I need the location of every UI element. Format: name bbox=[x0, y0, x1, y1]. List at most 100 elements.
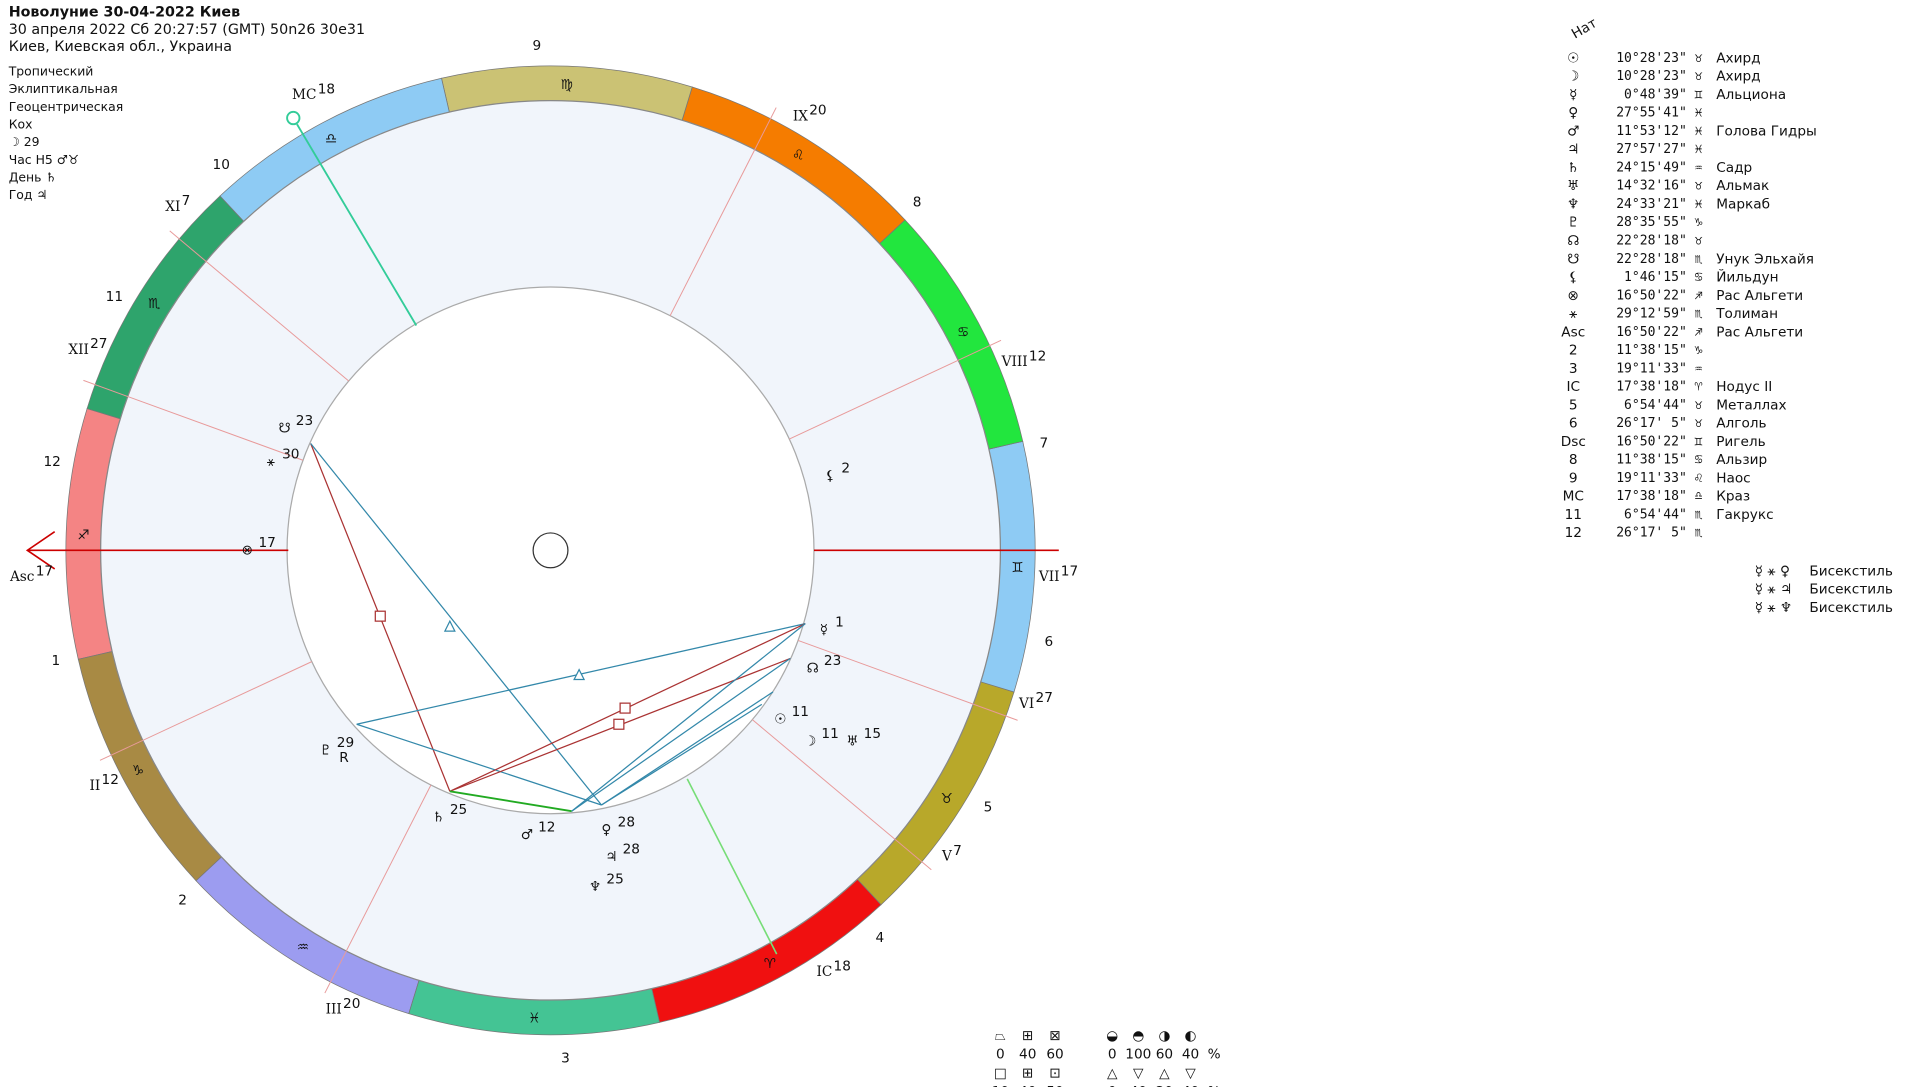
row-star: Садр bbox=[1716, 160, 1752, 176]
aspects bbox=[310, 443, 806, 813]
row-position: 16°50'22" ♊ bbox=[1616, 434, 1702, 449]
row-star: Наос bbox=[1716, 470, 1751, 486]
cusp-label: VI bbox=[1018, 696, 1034, 712]
sign-glyph: ♊ bbox=[1011, 560, 1023, 576]
row-star: Нодус II bbox=[1716, 379, 1772, 395]
row-glyph: ♃ bbox=[1567, 142, 1579, 158]
house-cusp bbox=[169, 230, 350, 382]
stat-cell: % bbox=[1208, 1084, 1221, 1087]
aspect-name: Бисекстиль bbox=[1809, 563, 1893, 579]
aspect-symbol bbox=[443, 619, 456, 632]
row-glyph: 6 bbox=[1569, 416, 1578, 432]
stat-cell: △ bbox=[1107, 1065, 1118, 1081]
stat-cell: % bbox=[1208, 1047, 1221, 1063]
table-title: Нат bbox=[1569, 15, 1600, 42]
row-glyph: Dsc bbox=[1561, 434, 1586, 450]
row-position: 11°53'12" ♓ bbox=[1616, 124, 1702, 139]
cusp-label: Asc bbox=[9, 569, 35, 585]
sign-glyph: ♋ bbox=[957, 324, 969, 340]
planet-glyph: ☽ bbox=[804, 734, 816, 750]
row-position: 29°12'59" ♏ bbox=[1616, 307, 1702, 322]
planet-glyph: ☊ bbox=[807, 660, 819, 676]
cusp-degree: 7 bbox=[182, 193, 191, 209]
cusp-label: XII bbox=[68, 342, 89, 358]
row-position: 16°50'22" ♐ bbox=[1616, 288, 1702, 303]
row-position: 17°38'18" ♎ bbox=[1616, 489, 1702, 504]
row-star: Рас Альгети bbox=[1716, 288, 1803, 304]
stat-cell: □ bbox=[994, 1065, 1007, 1081]
planet-degree: 29 bbox=[337, 735, 354, 751]
planet-degree: 23 bbox=[824, 653, 841, 669]
aspect-line bbox=[571, 657, 791, 812]
row-glyph: ☊ bbox=[1567, 233, 1579, 249]
earth bbox=[532, 532, 569, 569]
cusp-label: XI bbox=[165, 199, 180, 215]
planet-degree: 11 bbox=[821, 726, 838, 742]
stat-cell: 40 bbox=[1182, 1084, 1199, 1087]
row-glyph: ☽ bbox=[1567, 69, 1579, 85]
row-position: 24°15'49" ♒ bbox=[1616, 160, 1702, 175]
row-position: 0°48'39" ♊ bbox=[1624, 87, 1703, 102]
row-star: Альциона bbox=[1716, 87, 1786, 103]
row-position: 26°17' 5" ♉ bbox=[1616, 416, 1702, 431]
row-glyph: ⚹ bbox=[1569, 306, 1578, 322]
setting-line: Тропический bbox=[8, 64, 94, 79]
stat-cell: ⊞ bbox=[1022, 1065, 1033, 1081]
row-glyph: ♀ bbox=[1568, 105, 1578, 121]
row-glyph: ♅ bbox=[1567, 178, 1579, 194]
planet-degree: 11 bbox=[792, 704, 809, 720]
row-position: 6°54'44" ♏ bbox=[1624, 507, 1703, 522]
planet-degree: 2 bbox=[841, 460, 850, 476]
house-cusp bbox=[797, 639, 1018, 721]
planet-glyph: ♆ bbox=[589, 879, 601, 895]
row-star: Ахирд bbox=[1716, 50, 1760, 66]
cusp-label: II bbox=[89, 778, 100, 794]
setting-line: ☽ 29 bbox=[9, 134, 40, 149]
aspect-symbol bbox=[374, 610, 386, 622]
sign-glyph: ♉ bbox=[941, 791, 953, 807]
row-glyph: MC bbox=[1563, 489, 1584, 505]
row-position: 22°28'18" ♉ bbox=[1616, 234, 1702, 249]
cusp-label: IX bbox=[793, 108, 808, 124]
wheel bbox=[25, 65, 1059, 1036]
sign-glyph: ♈ bbox=[764, 956, 776, 972]
row-position: 24°33'21" ♓ bbox=[1616, 197, 1702, 212]
row-glyph: 11 bbox=[1565, 507, 1582, 523]
planet-glyph: ⚸ bbox=[825, 468, 835, 484]
cusp-label: MC bbox=[292, 87, 316, 103]
sign-glyph: ♏ bbox=[148, 296, 160, 312]
stat-cell: ⊠ bbox=[1049, 1028, 1060, 1044]
row-star: Металлах bbox=[1716, 397, 1786, 413]
stat-cell: ◑ bbox=[1158, 1028, 1170, 1044]
house-number: 5 bbox=[984, 799, 993, 815]
row-glyph: 2 bbox=[1569, 343, 1578, 359]
stat-cell: ◒ bbox=[1106, 1028, 1118, 1044]
row-position: 22°28'18" ♏ bbox=[1616, 252, 1702, 267]
cusp-degree: 12 bbox=[102, 772, 119, 788]
row-glyph: 3 bbox=[1569, 361, 1578, 377]
aspect-symbol bbox=[613, 718, 625, 730]
row-star: Гакрукс bbox=[1716, 507, 1773, 523]
stat-cell: 60 bbox=[1046, 1047, 1063, 1063]
planet-glyph: ☉ bbox=[774, 711, 786, 727]
row-glyph: ♇ bbox=[1567, 215, 1579, 231]
aspect-line bbox=[601, 703, 763, 806]
setting-line: Эклиптикальная bbox=[9, 81, 118, 96]
row-position: 14°32'16" ♉ bbox=[1616, 179, 1702, 194]
title: Новолуние 30-04-2022 Киев bbox=[9, 4, 240, 20]
house-cusp bbox=[324, 784, 432, 994]
date-line: 30 апреля 2022 Сб 20:27:57 (GMT) 50n26 3… bbox=[9, 22, 365, 38]
row-star: Толиман bbox=[1715, 306, 1778, 322]
cusp-label: V bbox=[941, 849, 953, 865]
house-number: 9 bbox=[533, 38, 542, 54]
aspect-symbol bbox=[619, 702, 631, 714]
mc-line bbox=[296, 123, 418, 326]
row-position: 16°50'22" ♐ bbox=[1616, 325, 1702, 340]
house-number: 6 bbox=[1045, 634, 1054, 650]
setting-line: Кох bbox=[9, 116, 33, 131]
stat-cell: 0 bbox=[996, 1047, 1005, 1063]
stat-cell: 10 bbox=[992, 1084, 1009, 1087]
stat-cell: 60 bbox=[1156, 1047, 1173, 1063]
planet-glyph: ♇ bbox=[319, 742, 331, 758]
